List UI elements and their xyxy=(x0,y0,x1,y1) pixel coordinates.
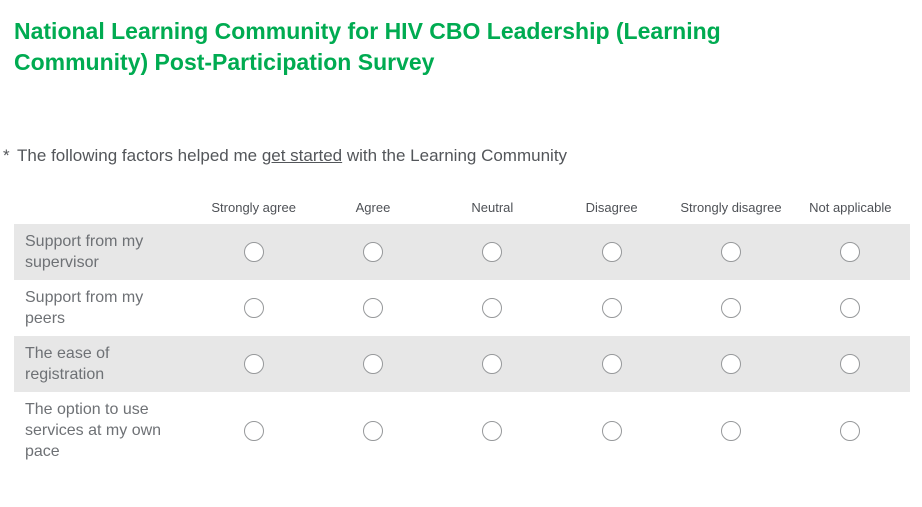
radio-ease-of-registration-strongly-disagree[interactable] xyxy=(720,354,741,374)
radio-supervisor-support-neutral[interactable] xyxy=(482,242,503,262)
radio-cell xyxy=(552,298,671,318)
radio-cell xyxy=(791,298,910,318)
survey-title: National Learning Community for HIV CBO … xyxy=(14,18,721,75)
matrix-row-ease-of-registration: The ease of registration xyxy=(14,336,910,392)
question-text: * The following factors helped me get st… xyxy=(3,145,908,167)
row-label-peer-support: Support from my peers xyxy=(25,289,144,327)
column-header-neutral: Neutral xyxy=(471,200,514,215)
radio-cell xyxy=(194,298,313,318)
radio-peer-support-strongly-disagree[interactable] xyxy=(720,298,741,318)
radio-cell xyxy=(194,354,313,374)
row-label-supervisor-support: Support from my supervisor xyxy=(25,233,144,271)
radio-cell xyxy=(671,298,790,318)
column-header-agree: Agree xyxy=(355,200,391,215)
radio-cell xyxy=(791,420,910,441)
radio-supervisor-support-agree[interactable] xyxy=(362,242,383,262)
radio-supervisor-support-strongly-agree[interactable] xyxy=(243,242,264,262)
radio-own-pace-strongly-disagree[interactable] xyxy=(720,420,741,441)
radio-cell xyxy=(433,420,552,441)
radio-own-pace-neutral[interactable] xyxy=(482,420,503,441)
answer-matrix: Strongly agree Agree Neutral Disagree St… xyxy=(14,200,910,469)
question-text-before: The following factors helped me xyxy=(17,146,258,165)
question-text-after: with the Learning Community xyxy=(346,146,568,165)
radio-own-pace-not-applicable[interactable] xyxy=(840,420,861,441)
radio-cell xyxy=(313,354,432,374)
radio-peer-support-strongly-agree[interactable] xyxy=(243,298,264,318)
radio-cell xyxy=(194,242,313,262)
survey-page: National Learning Community for HIV CBO … xyxy=(0,16,922,469)
radio-peer-support-disagree[interactable] xyxy=(601,298,622,318)
radio-cell xyxy=(552,354,671,374)
row-label-own-pace: The option to use services at my own pac… xyxy=(25,401,162,460)
radio-own-pace-disagree[interactable] xyxy=(601,420,622,441)
radio-supervisor-support-strongly-disagree[interactable] xyxy=(720,242,741,262)
radio-cell xyxy=(433,242,552,262)
radio-cell xyxy=(313,242,432,262)
radio-cell xyxy=(433,298,552,318)
radio-own-pace-agree[interactable] xyxy=(362,420,383,441)
radio-cell xyxy=(671,242,790,262)
radio-peer-support-agree[interactable] xyxy=(362,298,383,318)
radio-cell xyxy=(671,354,790,374)
radio-cell xyxy=(791,354,910,374)
radio-cell xyxy=(552,420,671,441)
radio-ease-of-registration-not-applicable[interactable] xyxy=(840,354,861,374)
matrix-row-own-pace: The option to use services at my own pac… xyxy=(14,392,910,469)
radio-supervisor-support-not-applicable[interactable] xyxy=(840,242,861,262)
radio-ease-of-registration-agree[interactable] xyxy=(362,354,383,374)
radio-cell xyxy=(552,242,671,262)
radio-cell xyxy=(433,354,552,374)
radio-cell xyxy=(671,420,790,441)
column-header-disagree: Disagree xyxy=(585,200,638,215)
radio-ease-of-registration-neutral[interactable] xyxy=(482,354,503,374)
radio-peer-support-neutral[interactable] xyxy=(482,298,503,318)
radio-cell xyxy=(791,242,910,262)
radio-supervisor-support-disagree[interactable] xyxy=(601,242,622,262)
radio-peer-support-not-applicable[interactable] xyxy=(840,298,861,318)
radio-own-pace-strongly-agree[interactable] xyxy=(243,420,264,441)
question-text-underlined: get started xyxy=(261,146,343,165)
matrix-header-row: Strongly agree Agree Neutral Disagree St… xyxy=(14,200,910,224)
radio-ease-of-registration-strongly-agree[interactable] xyxy=(243,354,264,374)
column-header-strongly-agree: Strongly agree xyxy=(211,200,296,215)
required-asterisk: * xyxy=(3,146,10,165)
matrix-row-supervisor-support: Support from my supervisor xyxy=(14,224,910,280)
column-header-strongly-disagree: Strongly disagree xyxy=(680,200,782,215)
row-label-ease-of-registration: The ease of registration xyxy=(25,345,110,383)
radio-cell xyxy=(194,420,313,441)
matrix-row-peer-support: Support from my peers xyxy=(14,280,910,336)
radio-cell xyxy=(313,420,432,441)
column-header-not-applicable: Not applicable xyxy=(809,200,892,215)
radio-ease-of-registration-disagree[interactable] xyxy=(601,354,622,374)
radio-cell xyxy=(313,298,432,318)
